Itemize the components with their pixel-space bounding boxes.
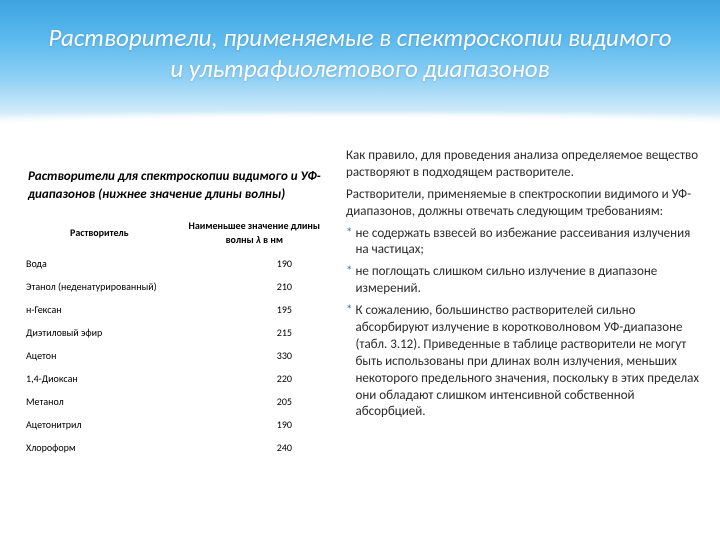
bullet-1: *не содержать взвесей во избежание рассе… (346, 226, 702, 260)
table-row: Ацетонитрил190 (22, 413, 332, 436)
slide-header: Растворители, применяемые в спектроскопи… (0, 0, 720, 130)
cell-solvent: Вода (22, 252, 177, 275)
solvent-table: Растворитель Наименьшее значение длины в… (22, 213, 332, 459)
para-1: Как правило, для проведения анализа опре… (346, 148, 702, 182)
table-row: Этанол (неденатурированный)210 (22, 275, 332, 298)
slide-title: Растворители, применяемые в спектроскопи… (0, 0, 720, 85)
table-row: Вода190 (22, 252, 332, 275)
asterisk-icon: * (346, 303, 352, 421)
table-row: Диэтиловый эфир215 (22, 321, 332, 344)
table-row: Ацетон330 (22, 344, 332, 367)
para-2: Растворители, применяемые в спектроскопи… (346, 187, 702, 221)
asterisk-icon: * (346, 226, 352, 260)
slide-body: Растворители для спектроскопии видимого … (0, 130, 720, 459)
cell-solvent: н-Гексан (22, 298, 177, 321)
table-body: Вода190Этанол (неденатурированный)210н-Г… (22, 252, 332, 459)
table-header-row: Растворитель Наименьшее значение длины в… (22, 213, 332, 252)
cell-solvent: Этанол (неденатурированный) (22, 275, 177, 298)
cell-value: 220 (177, 367, 332, 390)
cell-solvent: Метанол (22, 390, 177, 413)
table-panel: Растворители для спектроскопии видимого … (22, 168, 332, 459)
cell-solvent: Хлороформ (22, 436, 177, 459)
bullet-3: *К сожалению, большинство растворителей … (346, 303, 702, 421)
cell-value: 215 (177, 321, 332, 344)
col-wavelength: Наименьшее значение длины волны λ в нм (177, 213, 332, 252)
table-row: Метанол205 (22, 390, 332, 413)
cell-solvent: 1,4-Диоксан (22, 367, 177, 390)
col-solvent: Растворитель (22, 213, 177, 252)
cell-solvent: Диэтиловый эфир (22, 321, 177, 344)
cell-value: 210 (177, 275, 332, 298)
cell-solvent: Ацетонитрил (22, 413, 177, 436)
text-panel: Как правило, для проведения анализа опре… (346, 148, 702, 459)
cell-value: 240 (177, 436, 332, 459)
cell-value: 190 (177, 413, 332, 436)
cell-solvent: Ацетон (22, 344, 177, 367)
bullet-2: * не поглощать слишком сильно излучение … (346, 264, 702, 298)
table-caption: Растворители для спектроскопии видимого … (22, 168, 332, 213)
table-row: н-Гексан195 (22, 298, 332, 321)
table-row: Хлороформ240 (22, 436, 332, 459)
table-row: 1,4-Диоксан220 (22, 367, 332, 390)
asterisk-icon: * (346, 264, 352, 298)
cell-value: 205 (177, 390, 332, 413)
cell-value: 190 (177, 252, 332, 275)
cell-value: 195 (177, 298, 332, 321)
cell-value: 330 (177, 344, 332, 367)
